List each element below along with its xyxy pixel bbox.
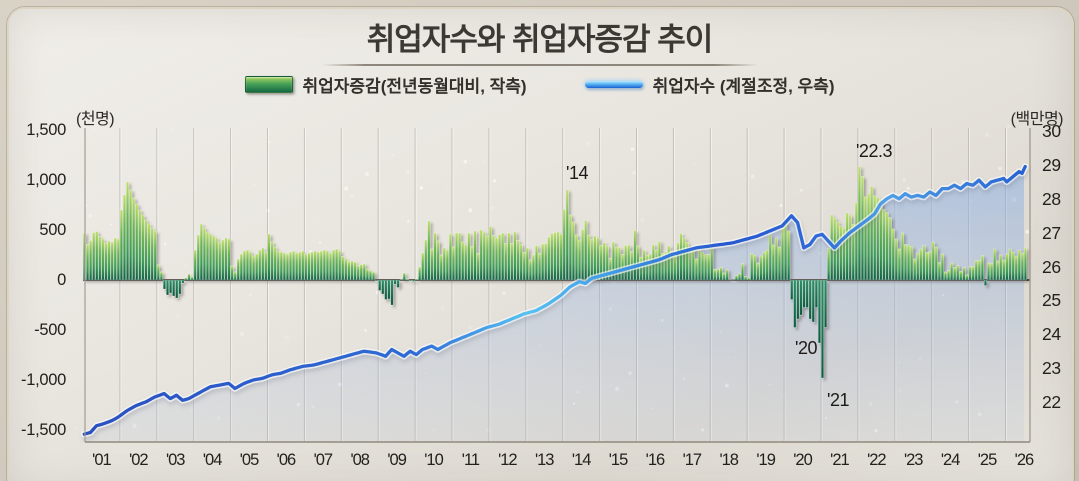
right-tick-28: 28 <box>1042 188 1061 209</box>
x-tick-2019: '19 <box>756 451 776 469</box>
annotation-20: '20 <box>795 338 817 358</box>
x-tick-2014: '14 <box>571 451 592 469</box>
x-tick-2015: '15 <box>608 451 629 469</box>
x-tick-2021: '21 <box>830 451 850 469</box>
x-tick-2022: '22 <box>867 451 887 469</box>
x-tick-2004: '04 <box>202 451 223 469</box>
left-tick--500: -500 <box>34 321 66 339</box>
x-tick-2023: '23 <box>903 451 924 469</box>
x-tick-2005: '05 <box>239 451 260 469</box>
right-tick-24: 24 <box>1042 324 1061 345</box>
x-tick-2001: '01 <box>92 451 112 469</box>
page-title: 취업자수와 취업자증감 추이 <box>366 22 713 57</box>
employment-area-fill <box>83 166 1024 442</box>
title-block: 취업자수와 취업자증감 추이 <box>0 14 1079 66</box>
x-tick-2011: '11 <box>461 451 480 469</box>
right-tick-22: 22 <box>1042 392 1061 412</box>
x-tick-2008: '08 <box>350 451 370 469</box>
x-tick-2013: '13 <box>534 451 555 469</box>
legend-item-line: 취업자수 (계절조정, 우측) <box>584 72 835 97</box>
legend-item-bars: 취업자증감(전년동월대비, 작측) <box>244 72 527 97</box>
annotation-22.3: '22.3 <box>856 141 892 161</box>
x-tick-2026: '26 <box>1014 451 1035 469</box>
left-tick-1000: 1,000 <box>26 171 66 189</box>
x-tick-2025: '25 <box>977 451 998 469</box>
x-tick-2017: '17 <box>682 451 703 469</box>
annotation-14: '14 <box>566 163 588 183</box>
x-tick-2024: '24 <box>940 451 961 469</box>
line-series-swatch-icon <box>584 81 643 88</box>
x-tick-2020: '20 <box>793 451 813 469</box>
title-underline <box>321 64 758 66</box>
left-tick--1500: -1,500 <box>21 421 66 439</box>
legend: 취업자증감(전년동월대비, 작측) 취업자수 (계절조정, 우측) <box>0 72 1079 97</box>
x-tick-2002: '02 <box>129 451 149 469</box>
right-tick-29: 29 <box>1042 154 1061 175</box>
left-tick-1500: 1,500 <box>26 121 66 139</box>
x-tick-2012: '12 <box>498 451 518 469</box>
left-tick-500: 500 <box>39 221 66 239</box>
annotation-21: '21 <box>827 390 849 410</box>
x-tick-2009: '09 <box>387 451 407 469</box>
right-tick-25: 25 <box>1042 290 1061 311</box>
right-tick-27: 27 <box>1042 222 1061 243</box>
x-tick-2006: '06 <box>276 451 297 469</box>
right-tick-26: 26 <box>1042 256 1061 277</box>
right-tick-23: 23 <box>1042 358 1061 379</box>
employment-line <box>82 164 1027 436</box>
x-tick-2010: '10 <box>424 451 444 469</box>
legend-line-label: 취업자수 (계절조정, 우측) <box>652 77 835 96</box>
left-axis-unit: (천명) <box>76 111 115 128</box>
legend-bar-label: 취업자증감(전년동월대비, 작측) <box>302 77 527 96</box>
x-tick-2018: '18 <box>719 451 739 469</box>
bar-series <box>83 166 1027 379</box>
right-tick-30: 30 <box>1042 121 1061 141</box>
x-tick-2007: '07 <box>313 451 334 469</box>
left-tick-0: 0 <box>57 271 66 289</box>
right-axis-unit: (백만명) <box>1010 111 1064 128</box>
bar-series-swatch-icon <box>244 76 293 93</box>
left-tick--1000: -1,000 <box>21 371 66 389</box>
x-tick-2016: '16 <box>645 451 666 469</box>
x-tick-2003: '03 <box>165 451 186 469</box>
